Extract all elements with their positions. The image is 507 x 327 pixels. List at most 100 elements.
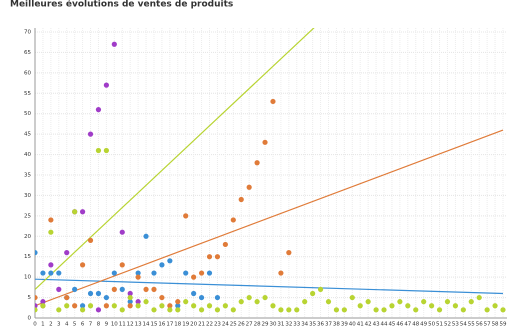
point [40, 270, 46, 276]
x-tick-label: 28 [254, 322, 261, 327]
point [198, 294, 205, 301]
point [436, 307, 443, 313]
point [151, 286, 157, 292]
x-tick-label: 19 [182, 322, 189, 327]
point [119, 229, 125, 235]
point [270, 303, 276, 309]
point [294, 307, 300, 313]
x-tick-label: 52 [444, 322, 451, 327]
point [127, 294, 133, 301]
point [79, 209, 86, 215]
x-tick-label: 58 [492, 322, 499, 327]
y-tick-label: 50 [24, 111, 31, 117]
y-tick-label: 20 [24, 234, 31, 240]
point [476, 294, 482, 301]
point [286, 307, 292, 313]
point [72, 303, 78, 309]
x-tick-label: 29 [262, 322, 269, 327]
x-tick-label: 12 [127, 322, 134, 327]
x-tick-label: 48 [412, 322, 419, 327]
point [492, 303, 498, 309]
x-tick-label: 7 [89, 322, 93, 327]
x-tick-label: 5 [73, 322, 77, 327]
point [238, 299, 244, 305]
point [135, 299, 141, 305]
chart-title: Meilleures évolutions de ventes de produ… [10, 0, 233, 10]
y-tick-label: 10 [24, 275, 31, 281]
x-tick-label: 34 [301, 322, 308, 327]
point [111, 286, 117, 292]
x-tick-label: 30 [269, 322, 276, 327]
y-tick-label: 60 [24, 70, 31, 76]
point [103, 82, 109, 88]
y-tick-label: 55 [24, 91, 31, 97]
x-tick-label: 38 [333, 322, 340, 327]
point [35, 303, 38, 309]
y-tick-label: 30 [24, 193, 31, 199]
point [127, 290, 133, 297]
point [183, 270, 189, 276]
point [214, 254, 221, 260]
point [230, 307, 236, 313]
point [278, 307, 284, 313]
x-tick-label: 6 [81, 322, 85, 327]
point [40, 299, 46, 305]
point [95, 307, 102, 313]
point [135, 303, 141, 309]
point [302, 299, 308, 305]
trend-line [35, 28, 315, 290]
x-tick-label: 4 [65, 322, 69, 327]
trend-line [35, 129, 504, 307]
x-tick-label: 8 [97, 322, 101, 327]
point [151, 270, 157, 276]
point [167, 258, 173, 264]
x-tick-label: 14 [143, 322, 150, 327]
point [95, 147, 102, 154]
point [349, 294, 355, 301]
point [206, 254, 213, 260]
point [87, 303, 94, 309]
point [64, 250, 70, 256]
point [103, 294, 109, 301]
point [405, 303, 411, 309]
y-tick-label: 35 [24, 173, 31, 179]
x-tick-label: 51 [436, 322, 443, 327]
point [365, 299, 371, 305]
point [135, 270, 141, 276]
point [111, 303, 117, 309]
trend-line [35, 278, 504, 295]
x-tick-label: 53 [452, 322, 459, 327]
point [35, 294, 38, 301]
x-tick-label: 33 [293, 322, 300, 327]
y-tick-label: 70 [24, 30, 31, 36]
point [72, 209, 78, 215]
point [35, 250, 38, 256]
point [95, 107, 102, 113]
x-tick-label: 46 [396, 322, 403, 327]
point [56, 270, 62, 276]
point [103, 147, 109, 154]
point [87, 237, 94, 243]
x-tick-label: 55 [468, 322, 475, 327]
point [262, 139, 268, 145]
point [238, 196, 244, 203]
y-tick-label: 0 [28, 316, 32, 322]
point [270, 98, 276, 105]
point [230, 217, 236, 223]
x-tick-label: 44 [381, 322, 388, 327]
point [310, 290, 316, 297]
point [143, 299, 149, 305]
point [246, 184, 252, 190]
x-tick-label: 3 [57, 322, 61, 327]
x-tick-label: 26 [238, 322, 245, 327]
x-tick-label: 36 [317, 322, 324, 327]
x-tick-label: 59 [500, 322, 507, 327]
point [468, 299, 474, 305]
x-tick-label: 24 [222, 322, 229, 327]
x-tick-label: 18 [174, 322, 181, 327]
point [389, 303, 395, 309]
x-tick-label: 35 [309, 322, 316, 327]
x-tick-label: 20 [190, 322, 197, 327]
point [278, 270, 284, 276]
